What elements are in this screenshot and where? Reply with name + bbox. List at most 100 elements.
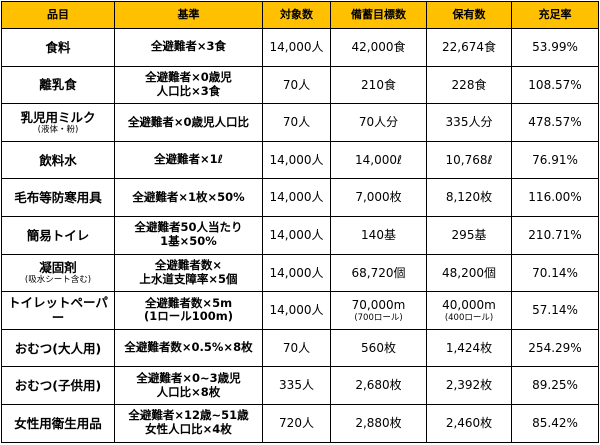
- goal-value: 210食: [361, 77, 396, 92]
- held-value: 1,424枚: [445, 340, 493, 355]
- target-value: 14,000人: [269, 228, 324, 243]
- header-rate: 充足率: [511, 1, 599, 29]
- table-row: おむつ(子供用) 全避難者×0~3歳児 人口比×8枚 335人 2,680枚 2,392枚…: [1, 366, 599, 405]
- basis-line: 全避難者×0歳児人口比: [127, 114, 250, 129]
- goal-cell: 560枚: [330, 328, 427, 368]
- rate-value: 210.71%: [528, 228, 582, 243]
- held-value: 2,460枚: [445, 416, 493, 431]
- basis-cell: 全避難者×12歳~51歳 女性人口比×4枚: [114, 403, 263, 443]
- basis-line: 全避難者×12歳~51歳: [128, 408, 249, 423]
- basis-cell: 全避難者50人当たり 1基×50%: [114, 215, 263, 255]
- basis-line: 全避難者×1枚×50%: [132, 189, 245, 204]
- held-note: (400ロール): [444, 312, 494, 323]
- rate-cell: 116.00%: [511, 178, 599, 217]
- item-name: おむつ(大人用): [14, 340, 102, 356]
- rate-value: 108.57%: [528, 77, 582, 92]
- rate-value: 254.29%: [528, 340, 582, 355]
- held-value: 228食: [451, 77, 487, 92]
- basis-line: 全避難者×0~3歳児: [136, 370, 241, 385]
- basis-line: 人口比×3食: [156, 83, 221, 98]
- item-note: (液体・粉): [37, 124, 79, 135]
- goal-cell: 7,000枚: [330, 178, 427, 217]
- goal-cell: 140基: [330, 215, 427, 255]
- held-cell: 295基: [426, 215, 512, 255]
- item-name: トイレットペーパー: [8, 295, 108, 326]
- basis-line: (1ロール100m): [143, 309, 233, 324]
- held-cell: 10,768ℓ: [426, 140, 512, 180]
- goal-value: 2,880枚: [355, 416, 402, 431]
- table-row: 女性用衛生用品 全避難者×12歳~51歳 女性人口比×4枚 720人 2,880枚 2,4…: [1, 403, 599, 443]
- table-row: 食料 全避難者×3食 14,000人 42,000食 22,674食 53.99%: [1, 28, 599, 67]
- held-cell: 48,200個: [426, 253, 512, 293]
- basis-cell: 全避難者×3食: [114, 28, 263, 67]
- basis-cell: 全避難者×0歳児 人口比×3食: [114, 65, 263, 105]
- basis-line: 1基×50%: [160, 234, 217, 249]
- held-cell: 228食: [426, 65, 512, 105]
- rate-cell: 254.29%: [511, 328, 599, 368]
- held-value: 48,200個: [442, 265, 496, 280]
- target-cell: 70人: [262, 65, 331, 105]
- item-cell: 飲料水: [1, 140, 115, 180]
- goal-value: 70人分: [358, 115, 399, 130]
- held-value: 40,000m: [442, 298, 496, 313]
- table-row: 凝固剤 (吸水シート含む) 全避難者数× 上水道支障率×5個 14,000人 68,720…: [1, 253, 599, 293]
- basis-line: 上水道支障率×5個: [139, 271, 238, 286]
- target-value: 70人: [282, 77, 311, 92]
- target-cell: 14,000人: [262, 28, 331, 67]
- held-value: 8,120枚: [445, 190, 493, 205]
- rate-value: 57.14%: [532, 303, 578, 318]
- rate-value: 85.42%: [532, 416, 578, 431]
- table-row: 乳児用ミルク (液体・粉) 全避難者×0歳児人口比 70人 70人分 335人分 478.5…: [1, 103, 599, 142]
- goal-value: 14,000ℓ: [355, 152, 402, 167]
- header-goal: 備蓄目標数: [330, 1, 427, 29]
- held-value: 10,768ℓ: [445, 152, 493, 167]
- table-row: 毛布等防寒用具 全避難者×1枚×50% 14,000人 7,000枚 8,120枚 116…: [1, 178, 599, 217]
- rate-value: 76.91%: [532, 152, 578, 167]
- basis-cell: 全避難者×1枚×50%: [114, 178, 263, 217]
- item-cell: 乳児用ミルク (液体・粉): [1, 103, 115, 142]
- basis-cell: 全避難者数× 上水道支障率×5個: [114, 253, 263, 293]
- table-row: トイレットペーパー 全避難者数×5m (1ロール100m) 14,000人 70,000…: [1, 291, 599, 330]
- held-cell: 2,392枚: [426, 366, 512, 405]
- rate-cell: 108.57%: [511, 65, 599, 105]
- table-row: 簡易トイレ 全避難者50人当たり 1基×50% 14,000人 140基 295基 210.…: [1, 215, 599, 255]
- rate-value: 53.99%: [532, 40, 578, 55]
- held-cell: 1,424枚: [426, 328, 512, 368]
- item-name: おむつ(子供用): [14, 378, 102, 394]
- basis-line: 全避難者数×: [154, 258, 223, 273]
- basis-cell: 全避難者×1ℓ: [114, 140, 263, 180]
- header-basis: 基準: [114, 1, 263, 29]
- target-cell: 14,000人: [262, 178, 331, 217]
- item-cell: トイレットペーパー: [1, 291, 115, 330]
- goal-value: 2,680枚: [355, 378, 402, 393]
- basis-cell: 全避難者×0~3歳児 人口比×8枚: [114, 366, 263, 405]
- rate-cell: 76.91%: [511, 140, 599, 180]
- goal-value: 7,000枚: [355, 190, 402, 205]
- held-cell: 335人分: [426, 103, 512, 142]
- goal-value: 70,000m: [351, 298, 406, 313]
- header-target: 対象数: [262, 1, 331, 29]
- item-cell: 食料: [1, 28, 115, 67]
- item-name: 凝固剤: [39, 260, 77, 276]
- item-cell: おむつ(大人用): [1, 328, 115, 368]
- rate-value: 89.25%: [532, 378, 578, 393]
- rate-cell: 210.71%: [511, 215, 599, 255]
- goal-value: 68,720個: [351, 265, 406, 280]
- table-row: 飲料水 全避難者×1ℓ 14,000人 14,000ℓ 10,768ℓ 76.91%: [1, 140, 599, 180]
- target-cell: 335人: [262, 366, 331, 405]
- basis-line: 女性人口比×4枚: [145, 422, 232, 437]
- rate-cell: 57.14%: [511, 291, 599, 330]
- target-cell: 70人: [262, 103, 331, 142]
- target-cell: 14,000人: [262, 215, 331, 255]
- item-name: 毛布等防寒用具: [14, 190, 102, 206]
- table-row: 離乳食 全避難者×0歳児 人口比×3食 70人 210食 228食 108.57%: [1, 65, 599, 105]
- rate-value: 478.57%: [528, 115, 582, 130]
- target-value: 14,000人: [269, 303, 324, 318]
- item-cell: 女性用衛生用品: [1, 403, 115, 443]
- held-value: 335人分: [445, 115, 493, 130]
- basis-line: 全避難者数×0.5%×8枚: [124, 340, 253, 355]
- target-value: 14,000人: [269, 40, 324, 55]
- item-name: 女性用衛生用品: [14, 415, 102, 431]
